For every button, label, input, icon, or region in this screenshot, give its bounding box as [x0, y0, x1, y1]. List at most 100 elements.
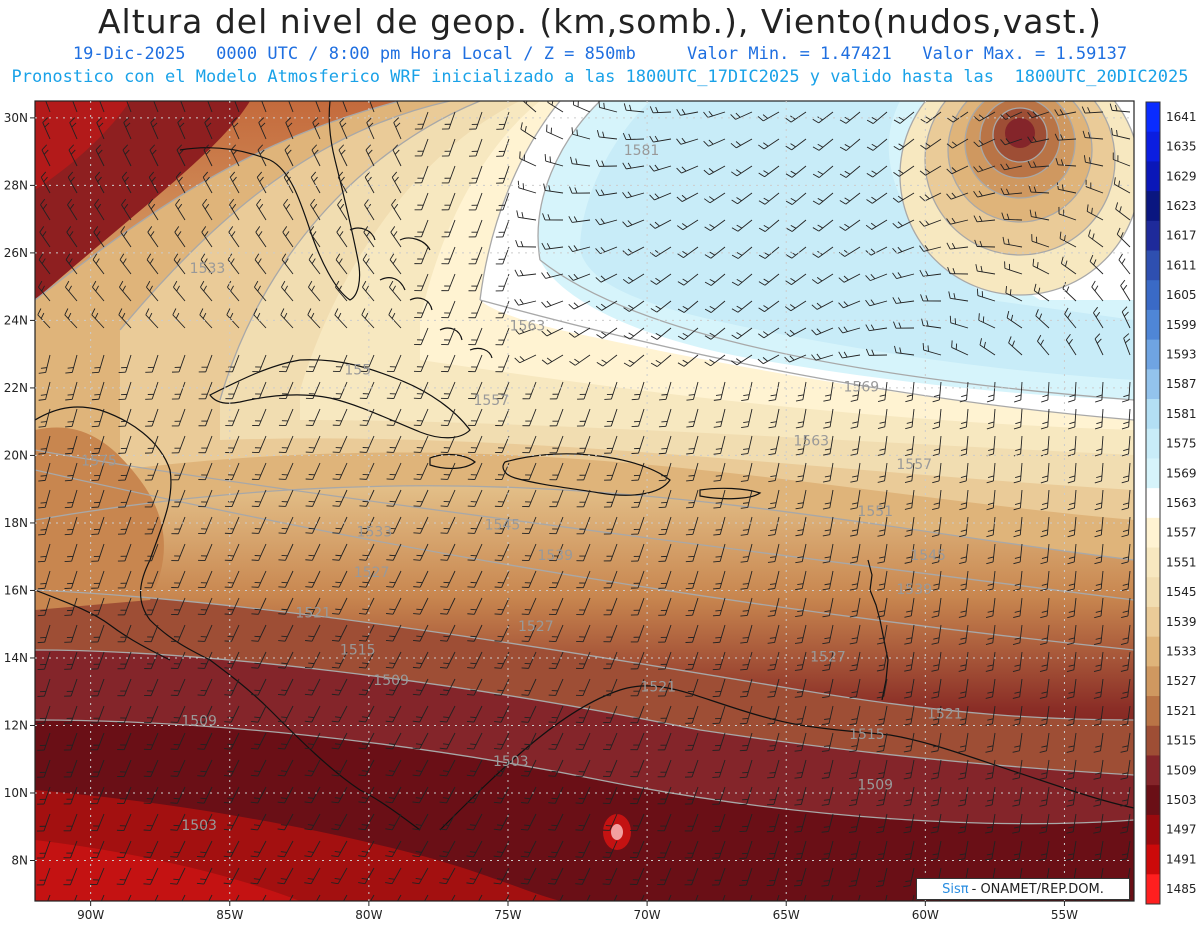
colorbar-label: 1557: [1166, 526, 1197, 540]
colorbar-swatch: [1146, 220, 1160, 252]
colorbar-swatch: [1146, 339, 1160, 370]
contour-label: 1527: [354, 565, 390, 581]
lon-tick-label: 90W: [77, 908, 104, 922]
lat-tick-label: 30N: [4, 111, 28, 125]
colorbar-swatch: [1146, 636, 1160, 667]
lat-tick-label: 20N: [4, 448, 28, 462]
lat-tick-label: 14N: [4, 651, 28, 665]
colorbar-label: 1563: [1166, 496, 1197, 510]
colorbar-swatch: [1146, 844, 1160, 875]
credit-text: - ONAMET/REP.DOM.: [971, 881, 1104, 897]
colorbar-swatch: [1146, 814, 1160, 846]
colorbar-swatch: [1146, 785, 1160, 816]
contour-label: 1575: [81, 454, 117, 470]
colorbar-swatch: [1146, 399, 1160, 430]
colorbar-label: 1527: [1166, 674, 1197, 688]
colorbar-swatch: [1146, 725, 1160, 756]
contour-label: 1515: [340, 643, 376, 659]
colorbar-label: 1569: [1166, 466, 1197, 480]
colorbar-label: 1593: [1166, 347, 1197, 361]
colorbar-swatch: [1146, 309, 1160, 341]
colorbar-label: 1605: [1166, 288, 1197, 302]
contour-label: 1509: [373, 673, 409, 689]
lat-tick-label: 16N: [4, 583, 28, 597]
contour-label: 1563: [510, 319, 546, 335]
colorbar-label: 1533: [1166, 645, 1197, 659]
contour-label: 1521: [640, 680, 676, 696]
colorbar-label: 1509: [1166, 763, 1197, 777]
colorbar-swatch: [1146, 250, 1160, 281]
contour-label: 1539: [537, 548, 573, 564]
colorbar-swatch: [1146, 488, 1160, 519]
lat-tick-label: 10N: [4, 786, 28, 800]
colorbar: 1641 1635 1629 1623 1617 1611 1605 1599 1593 1587…: [1145, 101, 1197, 905]
colorbar-label: 1623: [1166, 199, 1197, 213]
lat-tick-label: 28N: [4, 178, 28, 192]
colorbar-swatch: [1146, 458, 1160, 489]
graticule: [35, 101, 1134, 901]
contour-label: 1533: [357, 524, 393, 540]
coastlines: [35, 101, 1134, 831]
lat-tick-label: 24N: [4, 313, 28, 327]
colorbar-swatch: [1146, 874, 1160, 905]
colorbar-label: 1491: [1166, 852, 1197, 866]
contour-label: 1545: [485, 518, 521, 534]
colorbar-swatch: [1146, 666, 1160, 697]
lon-tick-label: 75W: [494, 908, 521, 922]
colorbar-swatch: [1146, 161, 1160, 192]
colorbar-label: 1575: [1166, 437, 1197, 451]
contour-label: 1551: [857, 504, 893, 520]
lat-tick-label: 8N: [11, 853, 28, 867]
contour-label: 1563: [793, 433, 829, 449]
colorbar-swatch: [1146, 280, 1160, 311]
colorbar-label: 1515: [1166, 734, 1197, 748]
colorbar-label: 1587: [1166, 377, 1197, 391]
colorbar-swatch: [1146, 547, 1160, 578]
model-init-line: Pronostico con el Modelo Atmosferico WRF…: [11, 67, 1189, 87]
contour-label: 1557: [473, 393, 509, 409]
contour-label: 1545: [910, 548, 946, 564]
map-title: Altura del nivel de geop. (km,somb.), Vi…: [97, 2, 1103, 41]
colorbar-label: 1539: [1166, 615, 1197, 629]
colorbar-swatch: [1146, 191, 1160, 222]
colorbar-label: 1617: [1166, 229, 1197, 243]
lon-tick-label: 65W: [773, 908, 800, 922]
colorbar-label: 1551: [1166, 555, 1197, 569]
colorbar-label: 1641: [1166, 110, 1197, 124]
contour-label: 1521: [295, 605, 331, 621]
lat-tick-label: 12N: [4, 718, 28, 732]
lat-tick-label: 18N: [4, 516, 28, 530]
lon-tick-label: 70W: [634, 908, 661, 922]
contour-label: 1533: [190, 261, 226, 277]
lat-tick-label: 22N: [4, 381, 28, 395]
map-axes: 90W 85W 80W 75W 70W 65W 60W 55W 8N 10N 12N 14N 16N 18…: [4, 111, 1078, 922]
contour-labels: 1581 1533 1563 1557 155 1569 1563 1557 1551 1545 1…: [81, 143, 962, 834]
colorbar-swatch: [1146, 517, 1160, 549]
contour-label: 1527: [810, 649, 846, 665]
colorbar-swatch: [1146, 696, 1160, 727]
colorbar-swatch: [1146, 102, 1160, 133]
contour-label: 1539: [896, 582, 932, 598]
colorbar-swatch: [1146, 755, 1160, 786]
lon-tick-label: 85W: [216, 908, 243, 922]
geopotential-shading: [35, 101, 1134, 901]
colorbar-label: 1503: [1166, 793, 1197, 807]
contour-label: 1503: [181, 818, 217, 834]
contour-label: 155: [344, 362, 371, 378]
lon-tick-label: 60W: [912, 908, 939, 922]
colorbar-swatch: [1146, 428, 1160, 459]
colorbar-label: 1629: [1166, 169, 1197, 183]
contour-label: 1503: [493, 754, 529, 770]
lon-tick-label: 55W: [1051, 908, 1078, 922]
colorbar-label: 1497: [1166, 823, 1197, 837]
lat-tick-label: 26N: [4, 246, 28, 260]
contour-label: 1527: [518, 619, 554, 635]
colorbar-label: 1599: [1166, 318, 1197, 332]
brand-logo: Sisπ: [942, 881, 969, 897]
contour-label: 1557: [896, 457, 932, 473]
lon-tick-label: 80W: [355, 908, 382, 922]
forecast-valid-line: 19-Dic-2025 0000 UTC / 8:00 pm Hora Loca…: [72, 44, 1128, 64]
colorbar-swatch: [1146, 369, 1160, 400]
contour-label: 1521: [927, 707, 963, 723]
